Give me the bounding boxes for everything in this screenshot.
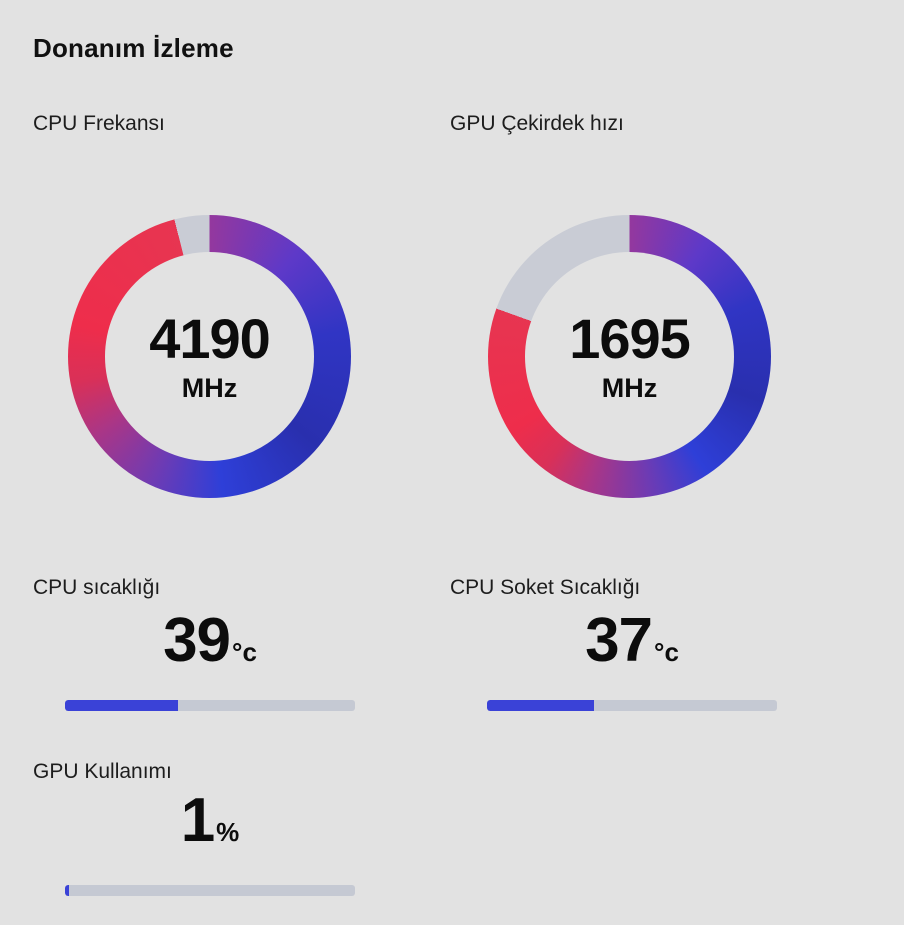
- cpu-frequency-donut-hole: 4190 MHz: [105, 252, 314, 461]
- cpu-socket-temperature-unit: °c: [654, 637, 679, 667]
- cpu-temperature-unit: °c: [232, 637, 257, 667]
- cpu-socket-temperature-value-group: 37 °c: [487, 610, 777, 672]
- cpu-socket-temperature-progressbar: [487, 700, 777, 711]
- cpu-frequency-unit: MHz: [181, 373, 238, 403]
- gpu-core-speed-donut-hole: 1695 MHz: [525, 252, 734, 461]
- cpu-socket-temperature-progress-fill: [487, 700, 595, 711]
- cpu-socket-temperature-value: 37: [585, 606, 653, 675]
- cpu-frequency-value: 4190: [149, 307, 271, 370]
- gpu-usage-value-group: 1 %: [65, 790, 355, 852]
- gpu-core-speed-unit: MHz: [601, 373, 658, 403]
- gpu-core-speed-value: 1695: [569, 307, 691, 370]
- gpu-usage-label: GPU Kullanımı: [33, 760, 172, 783]
- cpu-temperature-progress-fill: [65, 700, 179, 711]
- page-title: Donanım İzleme: [33, 33, 234, 64]
- cpu-frequency-label: CPU Frekansı: [33, 112, 165, 135]
- cpu-temperature-value: 39: [163, 606, 231, 675]
- gpu-core-speed-label: GPU Çekirdek hızı: [450, 112, 624, 135]
- cpu-temperature-progressbar: [65, 700, 355, 711]
- cpu-temperature-label: CPU sıcaklığı: [33, 576, 161, 599]
- gpu-usage-progressbar: [65, 885, 355, 896]
- cpu-temperature-value-group: 39 °c: [65, 610, 355, 672]
- gpu-usage-unit: %: [216, 817, 240, 847]
- cpu-socket-temperature-label: CPU Soket Sıcaklığı: [450, 576, 641, 599]
- gpu-usage-progress-fill: [65, 885, 70, 896]
- cpu-frequency-donut: 4190 MHz: [68, 215, 351, 498]
- gpu-usage-value: 1: [180, 786, 215, 855]
- gpu-core-speed-donut: 1695 MHz: [488, 215, 771, 498]
